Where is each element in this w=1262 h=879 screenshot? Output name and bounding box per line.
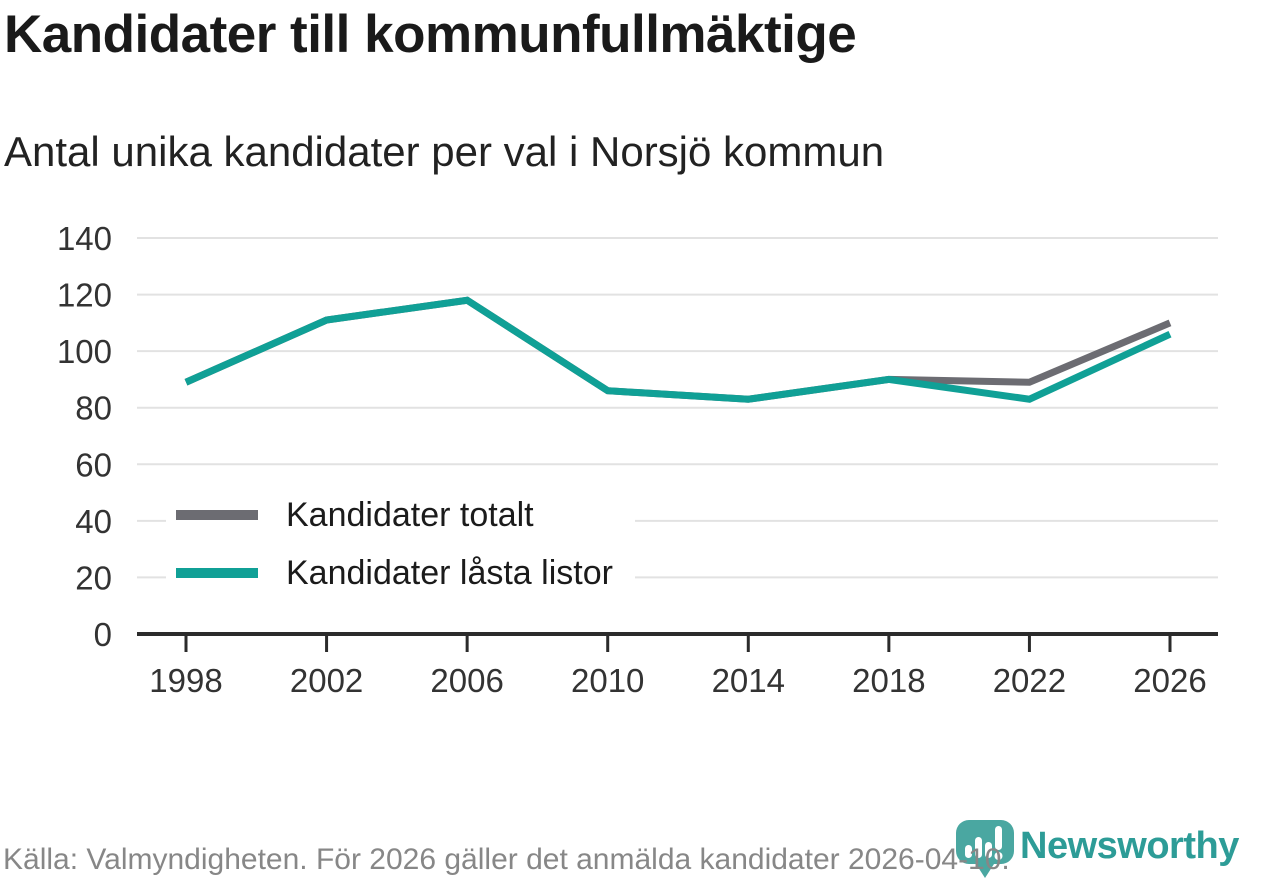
x-axis-tick-label: 2018 [852, 662, 925, 699]
legend-swatch-totalt [176, 510, 258, 520]
legend-swatch-lasta-listor [176, 568, 258, 578]
y-axis-tick-label: 60 [75, 446, 112, 483]
x-axis-tick-label: 1998 [149, 662, 222, 699]
x-axis-tick-label: 2010 [571, 662, 644, 699]
newsworthy-logo: Newsworthy [950, 814, 1262, 879]
legend-item-lasta-listor: Kandidater låsta listor [176, 544, 613, 602]
source-note: Källa: Valmyndigheten. För 2026 gäller d… [3, 843, 1010, 876]
page-subtitle: Antal unika kandidater per val i Norsjö … [4, 128, 885, 175]
x-axis-tick-label: 2002 [290, 662, 363, 699]
series-line-1 [184, 296, 1172, 403]
page-title: Kandidater till kommunfullmäktige [4, 5, 857, 64]
y-axis-tick-label: 140 [57, 220, 112, 257]
x-axis-tick-label: 2026 [1133, 662, 1206, 699]
newsworthy-wordmark: Newsworthy [1020, 825, 1239, 867]
newsworthy-pin-icon [956, 820, 1014, 878]
legend-label-totalt: Kandidater totalt [286, 495, 534, 534]
chart-legend: Kandidater totalt Kandidater låsta listo… [166, 486, 635, 602]
y-axis-tick-label: 0 [94, 616, 112, 653]
series-line-0 [184, 296, 1172, 403]
y-axis-tick-label: 20 [75, 559, 112, 596]
y-axis-tick-label: 80 [75, 390, 112, 427]
x-axis-tick-label: 2014 [712, 662, 785, 699]
x-axis-tick-label: 2022 [993, 662, 1066, 699]
y-axis-tick-label: 120 [57, 277, 112, 314]
y-axis-tick-label: 100 [57, 333, 112, 370]
legend-label-lasta-listor: Kandidater låsta listor [286, 553, 613, 592]
y-axis-tick-label: 40 [75, 503, 112, 540]
x-axis-tick-label: 2006 [430, 662, 503, 699]
legend-item-totalt: Kandidater totalt [176, 486, 613, 544]
